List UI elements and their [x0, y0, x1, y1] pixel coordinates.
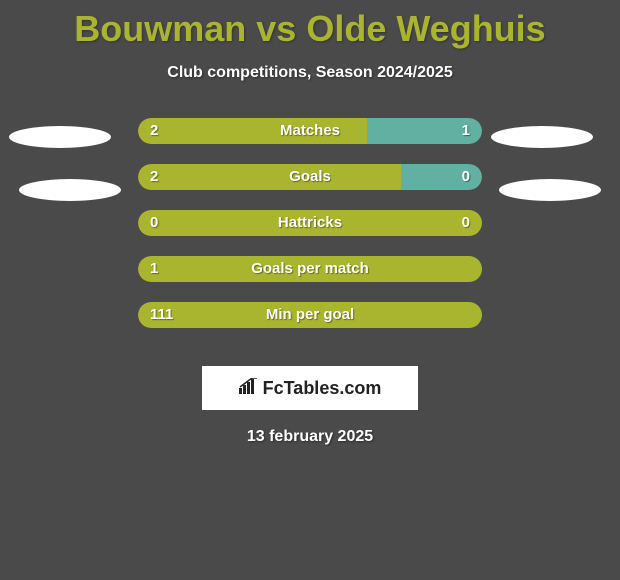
stat-row: 00Hattricks — [0, 210, 620, 256]
left-bar — [138, 256, 482, 282]
left-value: 2 — [150, 164, 158, 190]
comparison-chart: 21Matches20Goals00Hattricks1Goals per ma… — [0, 118, 620, 348]
bar-track — [138, 210, 482, 236]
page-title: Bouwman vs Olde Weghuis — [0, 0, 620, 50]
right-value: 0 — [462, 210, 470, 236]
bar-track — [138, 256, 482, 282]
left-value: 111 — [150, 302, 173, 328]
decorative-ellipse — [499, 179, 601, 201]
stat-row: 111Min per goal — [0, 302, 620, 348]
left-value: 0 — [150, 210, 158, 236]
logo-text: FcTables.com — [263, 378, 382, 399]
left-bar — [138, 302, 482, 328]
subtitle: Club competitions, Season 2024/2025 — [0, 64, 620, 82]
bar-track — [138, 118, 482, 144]
date-label: 13 february 2025 — [0, 428, 620, 446]
left-value: 2 — [150, 118, 158, 144]
logo-box: FcTables.com — [202, 366, 418, 410]
decorative-ellipse — [491, 126, 593, 148]
logo: FcTables.com — [239, 378, 382, 399]
left-bar — [138, 164, 401, 190]
left-bar — [138, 118, 367, 144]
bar-chart-icon — [239, 378, 259, 399]
left-value: 1 — [150, 256, 158, 282]
decorative-ellipse — [9, 126, 111, 148]
decorative-ellipse — [19, 179, 121, 201]
left-bar — [138, 210, 482, 236]
right-value: 1 — [462, 118, 470, 144]
bar-track — [138, 164, 482, 190]
bar-track — [138, 302, 482, 328]
right-value: 0 — [462, 164, 470, 190]
stat-row: 1Goals per match — [0, 256, 620, 302]
